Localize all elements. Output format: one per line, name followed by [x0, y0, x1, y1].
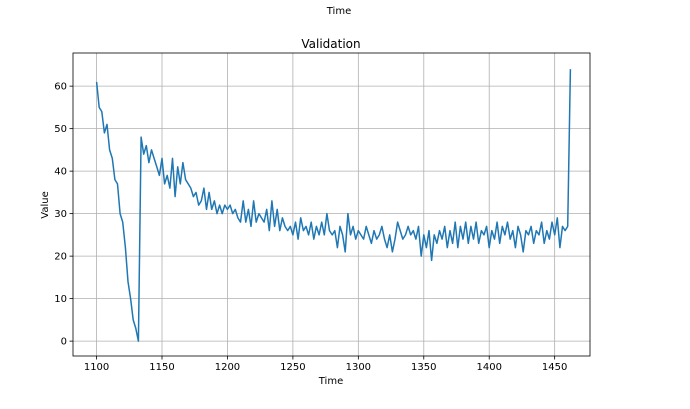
y-axis-label: Value	[40, 191, 51, 218]
x-axis-label: Time	[318, 376, 343, 387]
y-tick-label: 50	[54, 124, 67, 135]
top-x-tick-label: 400	[253, 0, 272, 3]
y-tick-label: 60	[54, 82, 67, 93]
x-tick-label: 1150	[149, 362, 174, 373]
y-tick-label: 0	[61, 337, 67, 348]
top-x-axis-label: Time	[326, 6, 351, 17]
top-x-tick-label: 1000	[492, 0, 517, 3]
top-partial-chart: 0 200 400 600 800 1000	[100, 0, 518, 3]
grid	[73, 53, 590, 356]
top-x-tick-label: 200	[173, 0, 192, 3]
x-tick-label: 1400	[476, 362, 501, 373]
top-x-tick-label: 0	[100, 0, 106, 3]
y-tick-label: 40	[54, 167, 67, 178]
x-tick-label: 1200	[215, 362, 240, 373]
chart-title: Validation	[301, 37, 360, 51]
top-x-tick-label: 800	[413, 0, 432, 3]
y-tick-label: 10	[54, 294, 67, 305]
x-tick-label: 1100	[84, 362, 109, 373]
top-x-tick-label: 600	[333, 0, 352, 3]
plot-frame	[72, 52, 591, 357]
y-tick-label: 30	[54, 209, 67, 220]
axis-ticks: 1100 1150 1200 1250 1300 1350 1400 1450 0 10 20 30 4…	[54, 82, 567, 373]
x-tick-label: 1350	[411, 362, 436, 373]
x-tick-label: 1250	[280, 362, 305, 373]
series-line-validation	[95, 69, 572, 342]
y-tick-label: 20	[54, 252, 67, 263]
x-tick-label: 1450	[542, 362, 567, 373]
x-tick-label: 1300	[346, 362, 371, 373]
